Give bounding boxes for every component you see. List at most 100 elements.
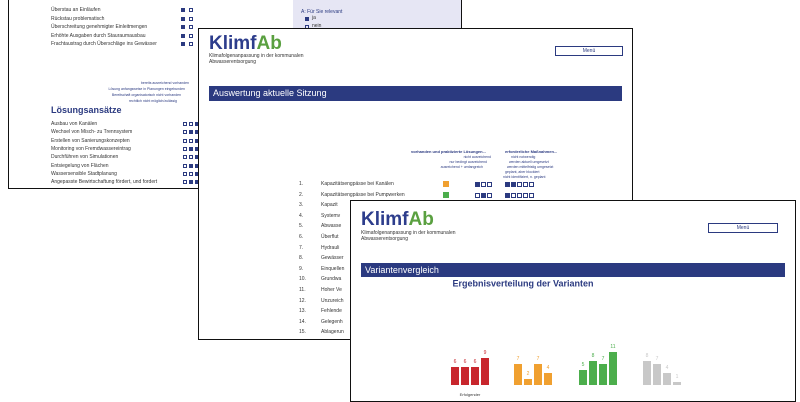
checkbox[interactable] [189,33,193,38]
checkbox[interactable] [181,42,185,46]
checkbox[interactable] [181,16,185,21]
bar [524,379,532,385]
item-label: Kapazitätsengpässe bei Kanälen [321,181,394,187]
checkbox[interactable] [517,192,522,198]
checkbox[interactable] [183,138,187,143]
option: ja [312,15,316,21]
column-label: bereits ausreichend vorhanden [140,81,189,85]
solution-item: Wassersensible Stadtplanung [51,170,117,177]
bar [663,373,671,385]
checkbox[interactable] [511,182,516,187]
bar [579,370,587,385]
checkbox[interactable] [189,8,193,12]
item-number: 12. [299,297,306,304]
value-label: 9 [484,350,487,356]
option: nein [312,23,322,29]
checkbox[interactable] [475,192,480,198]
checkbox[interactable] [505,182,510,187]
checkbox[interactable] [183,146,187,151]
logo: KlimfAb [361,209,434,231]
checkbox[interactable] [481,182,486,187]
column-label: werden mittelfristig umgesetzt [507,165,554,169]
logo-part: Klimf [361,209,409,230]
checkbox[interactable] [181,33,185,38]
value-label: 7 [656,356,659,362]
column-label: werden aktuell umgesetzt [509,160,549,164]
item-label: Unzureich [321,297,344,304]
checkbox[interactable] [487,182,492,187]
item-number: 13. [299,308,306,315]
checkbox[interactable] [511,192,516,198]
section-title: Lösungsansätze [51,105,122,115]
checkbox[interactable] [189,155,193,160]
column-label: Bereitschaft organisatorisch nicht vorha… [111,93,181,97]
checkbox[interactable] [189,42,193,46]
checkbox[interactable] [183,155,187,160]
checkbox[interactable] [529,192,534,198]
status-indicator [443,191,449,198]
checkbox[interactable] [517,182,522,187]
problem-item: Frachtaustrag durch Überschläge ins Gewä… [51,41,157,47]
value-label: 1 [676,374,679,380]
checkbox[interactable] [475,182,480,187]
checkbox[interactable] [189,180,193,185]
checkbox[interactable] [523,182,528,187]
item-number: 10. [299,276,306,283]
chart: Ergebnisverteilung der Varianten 6 6 6 9 7 2 7… [451,278,681,397]
item-number: 15. [299,329,306,336]
logo-part: Ab [256,33,282,54]
value-label: 7 [517,356,520,362]
checkbox[interactable] [487,192,492,198]
item-label: Ablagerun [321,329,344,336]
value-label: 8 [646,353,649,359]
menu-button[interactable]: Menü [555,46,623,56]
checkbox[interactable] [189,122,193,126]
column-label: ausreichend + umfangreich [440,165,483,169]
checkbox[interactable] [181,8,185,12]
checkbox[interactable] [183,180,187,185]
solution-item: Entsiegelung von Flächen [51,162,109,169]
menu-button[interactable]: Menü [708,223,778,233]
checkbox[interactable] [181,25,185,29]
checkbox[interactable] [183,130,187,135]
value-label: 7 [602,356,605,362]
subtitle: Abwasserentsorgung [361,236,408,242]
column-label: geplant, aber blockiert [505,170,540,174]
checkbox[interactable] [305,17,309,21]
item-number: 7. [299,244,304,251]
column-label: rechtlich nicht möglich/zulässig [128,99,177,103]
checkbox[interactable] [505,192,510,198]
banner: Auswertung aktuelle Sitzung [209,86,622,101]
checkbox[interactable] [183,171,187,176]
value-label: 4 [666,365,669,371]
bar [609,352,617,385]
checkbox[interactable] [189,25,193,29]
front-window: KlimfAb Klimafolgenanpassung in der komm… [350,200,796,402]
checkbox[interactable] [529,182,534,187]
item-label: Systemv [321,212,341,219]
checkbox[interactable] [189,130,193,135]
status-indicator [443,181,449,187]
item-label: Hydrauli [321,244,340,251]
checkbox[interactable] [189,146,193,151]
checkbox[interactable] [189,138,193,143]
logo-part: Klimf [209,33,257,54]
item-label: Gelegenh [321,318,343,325]
item-label: Abwasse [321,223,342,230]
column-label: nicht ausreichend [463,155,491,159]
checkbox[interactable] [189,163,193,168]
checkbox[interactable] [523,192,528,198]
item-label: Fehlende [321,308,342,315]
checkbox[interactable] [481,192,486,198]
item-number: 4. [299,212,304,219]
item-number: 1. [299,181,304,187]
checkbox[interactable] [189,171,193,176]
value-label: 8 [592,353,595,359]
checkbox[interactable] [189,16,193,21]
bar [643,361,651,385]
checkbox[interactable] [183,122,187,126]
bar [471,367,479,385]
solution-item: Monitoring von Fremdwassereintrag [51,145,131,152]
item-number: 2. [299,191,304,198]
checkbox[interactable] [183,163,187,168]
